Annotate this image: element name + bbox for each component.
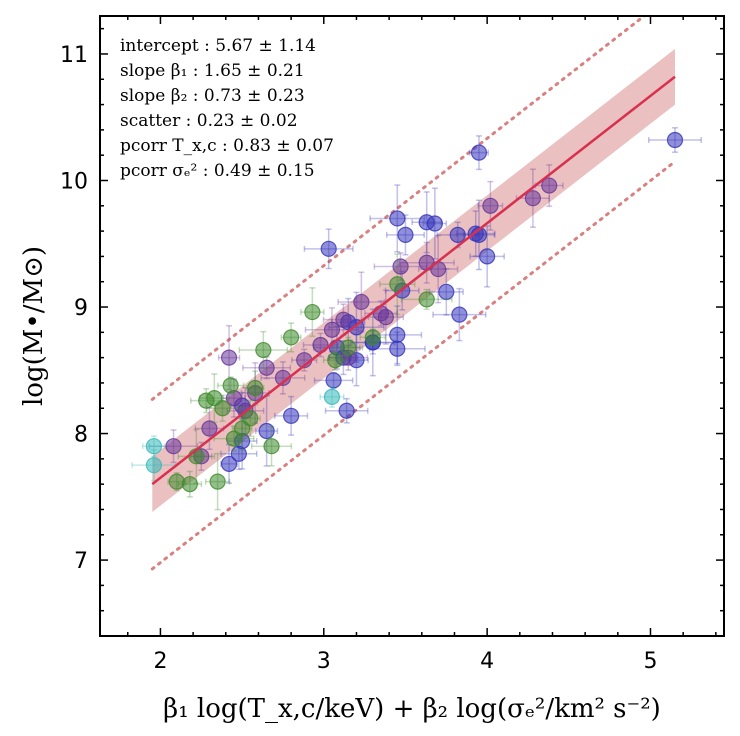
axis-ticks: 2 3 4 5 7 8 9 10 11 (60, 16, 724, 674)
data-point-blue (273, 395, 309, 436)
annotation-scatter: scatter : 0.23 ± 0.02 (120, 111, 298, 131)
plot-area (131, 16, 702, 571)
data-point-cyan (131, 449, 177, 482)
data-point-purple (534, 164, 564, 207)
annotation-slope-beta2: slope β₂ : 0.73 ± 0.23 (120, 86, 305, 106)
y-tick-label: 10 (60, 169, 88, 194)
data-point-blue (436, 221, 479, 249)
data-point-blue (468, 135, 490, 171)
data-point-green (238, 330, 289, 370)
data-point-purple (260, 361, 306, 395)
data-point-blue (469, 225, 505, 288)
data-point-green (400, 288, 453, 311)
data-point-blue (385, 214, 425, 256)
data-point-green (204, 452, 231, 511)
data-point-blue (462, 199, 496, 271)
data-point-blue (411, 191, 443, 254)
data-point-blue (369, 184, 426, 253)
data-point-green (167, 472, 187, 492)
data-point-blue (313, 372, 354, 389)
x-tick-label: 4 (480, 649, 494, 674)
data-point-blue (303, 228, 354, 270)
data-point-blue (372, 305, 423, 365)
data-point-green (359, 328, 387, 347)
data-point-purple (417, 234, 459, 304)
data-point-green (217, 376, 245, 395)
annotation-pcorr-sigma: pcorr σₑ² : 0.49 ± 0.15 (120, 161, 315, 181)
data-point-purple (322, 303, 365, 336)
data-point-blue (648, 127, 702, 153)
data-point-green (177, 470, 203, 498)
y-tick-label: 7 (74, 549, 88, 574)
y-tick-label: 8 (74, 423, 88, 448)
annotation-intercept: intercept : 5.67 ± 1.14 (120, 36, 316, 56)
data-point-green (300, 287, 325, 338)
data-point-green (322, 349, 348, 371)
y-tick-label: 9 (74, 296, 88, 321)
x-tick-label: 5 (643, 649, 657, 674)
data-point-green (280, 322, 302, 353)
data-point-blue (368, 331, 426, 367)
annotation-pcorr-tx: pcorr T_x,c : 0.83 ± 0.07 (120, 136, 334, 156)
x-tick-label: 3 (317, 649, 331, 674)
data-point-purple (222, 378, 246, 418)
data-point-blue (432, 287, 487, 342)
data-point-green (190, 388, 223, 414)
data-point-blue (324, 397, 369, 424)
data-point-purple (217, 324, 241, 391)
scatter-line-upper (150, 16, 647, 401)
fit-line (151, 75, 676, 486)
y-axis-label: log(M•/M⊙) (19, 246, 49, 406)
data-point-cyan (319, 385, 345, 408)
data-point-green (333, 336, 364, 359)
y-tick-label: 11 (60, 43, 88, 68)
plot-frame (99, 15, 725, 637)
data-point-purple (194, 406, 225, 451)
annotation-slope-beta1: slope β₁ : 1.65 ± 0.21 (120, 61, 305, 81)
data-point-purple (515, 168, 550, 228)
data-point-cyan (141, 435, 166, 458)
x-tick-label: 2 (153, 649, 167, 674)
stats-annotations: intercept : 5.67 ± 1.14 slope β₁ : 1.65 … (120, 36, 334, 181)
x-axis-label: β₁ log(T_x,c/keV) + β₂ log(σₑ²/km² s⁻²) (163, 694, 661, 724)
data-point-purple (373, 252, 428, 281)
scatter-line-lower (150, 160, 677, 571)
data-point-green (250, 425, 293, 467)
data-point-blue (220, 443, 238, 484)
